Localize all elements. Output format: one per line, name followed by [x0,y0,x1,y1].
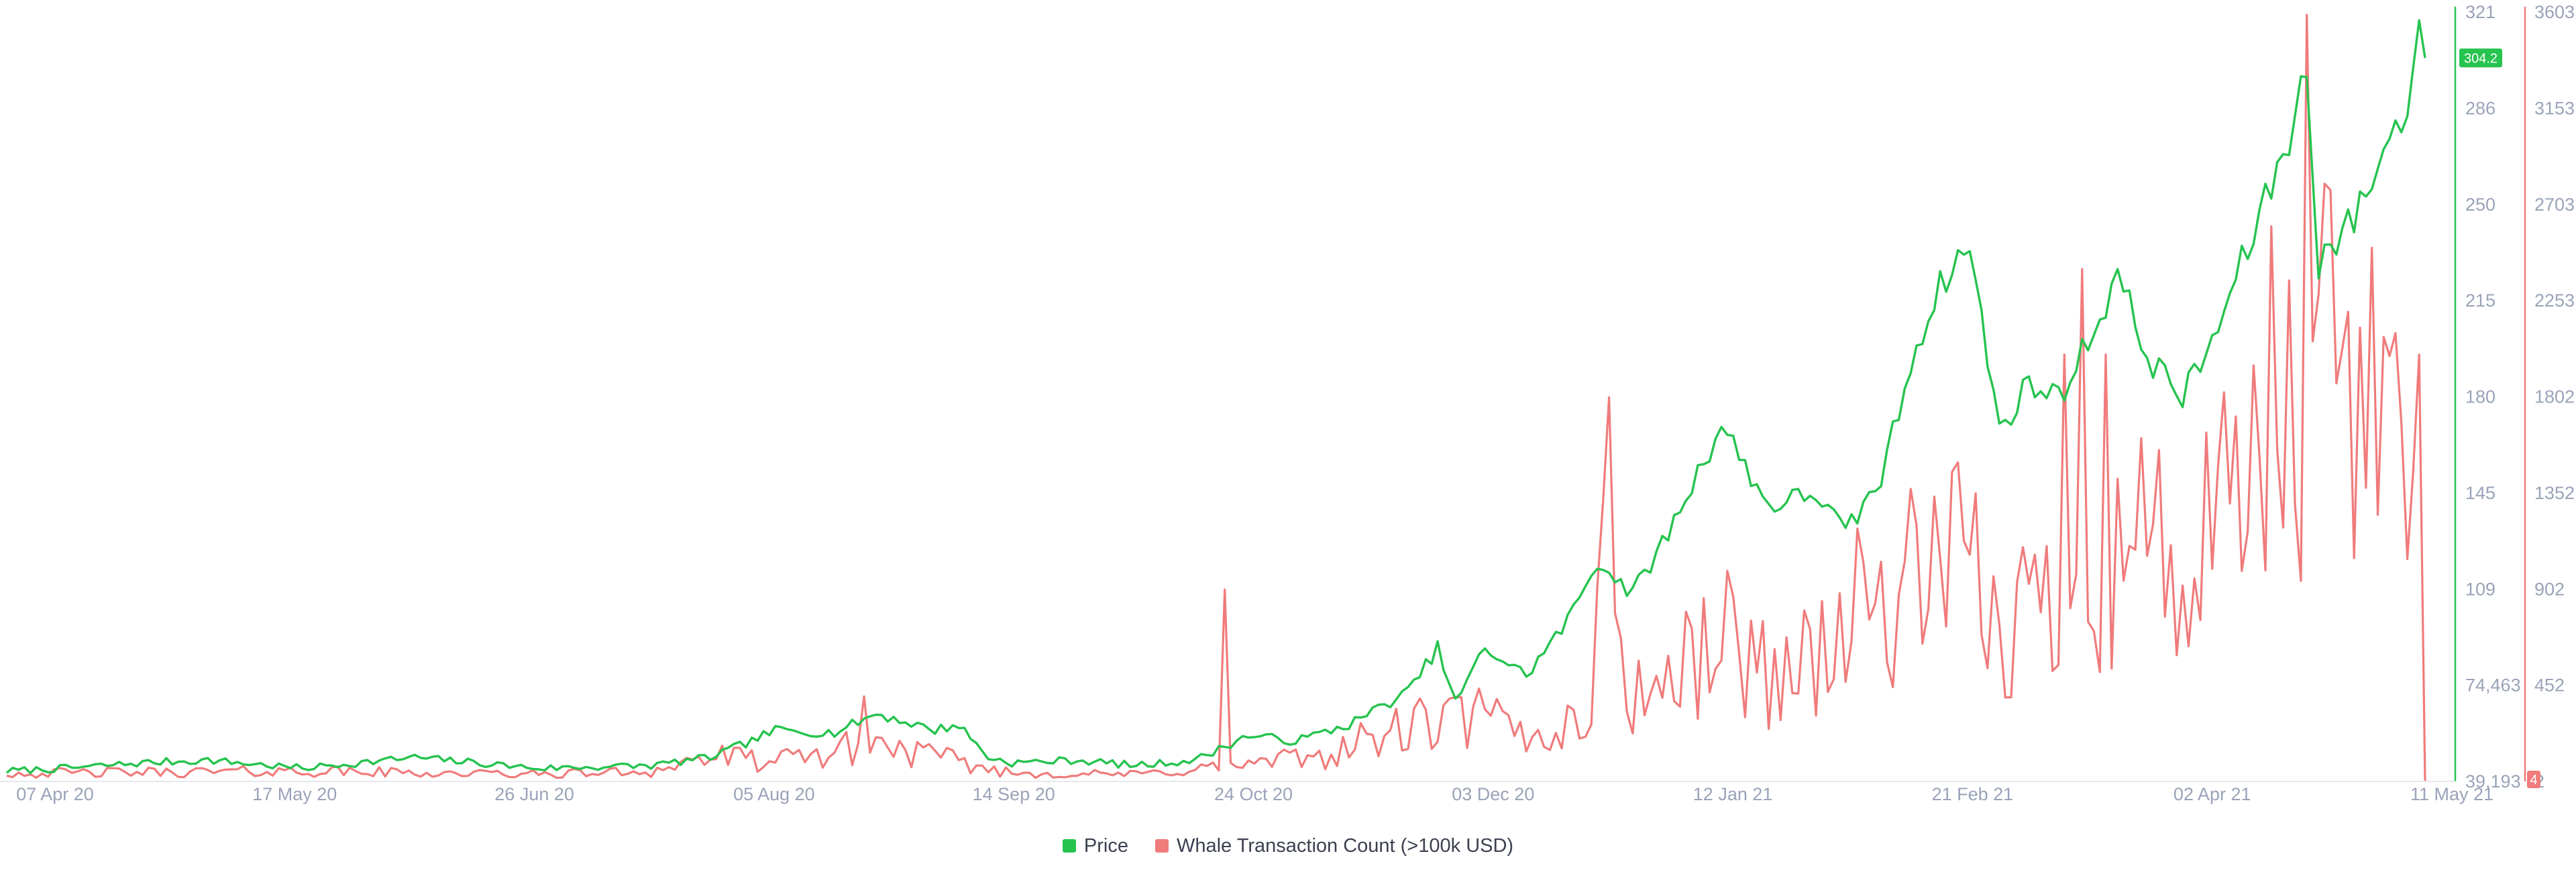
price-axis-tick-label: 321 [2465,2,2496,22]
whale-current-badge [2527,771,2540,788]
x-axis-tick-label: 05 Aug 20 [733,784,815,804]
whale-axis-tick-label: 902 [2534,579,2565,599]
legend-item-price[interactable]: Price [1062,834,1128,857]
legend-item-whale[interactable]: Whale Transaction Count (>100k USD) [1155,835,1513,857]
series-whale-line [6,13,2426,781]
price-axis-tick-label: 109 [2465,579,2496,599]
legend-swatch-price [1062,839,1076,853]
price-current-badge [2459,48,2502,68]
whale-axis-tick-label: 2253 [2534,290,2575,311]
price-axis-tick-label: 250 [2465,195,2496,215]
x-axis-tick-label: 02 Apr 21 [2174,784,2251,804]
price-axis-tick-label: 39,193 [2465,771,2521,792]
price-axis-tick-label: 74,463 [2465,675,2521,696]
whale-current-value: 4 [2530,773,2537,787]
x-axis-tick-label: 11 May 21 [2410,784,2493,804]
x-axis-tick-label: 21 Feb 21 [1932,784,2014,804]
whale-axis-tick-label: 452 [2534,675,2565,696]
whale-axis-tick-label: 1352 [2534,483,2575,503]
price-axis-tick-label: 145 [2465,483,2496,503]
x-axis-tick-label: 24 Oct 20 [1214,784,1293,804]
whale-axis-tick-label: 3603 [2534,2,2575,22]
price-axis-tick-label: 286 [2465,98,2496,118]
chart-marks: 39,19374,4631091451802152502863212452902… [0,2,2575,804]
x-axis-tick-label: 26 Jun 20 [494,784,574,804]
price-axis-tick-label: 180 [2465,387,2496,407]
x-axis-tick-label: 17 May 20 [252,784,337,804]
legend-label-price: Price [1083,834,1128,857]
series-price-line [5,19,2426,775]
legend: Price Whale Transaction Count (>100k USD… [0,829,2576,863]
x-axis-tick-label: 14 Sep 20 [973,784,1055,804]
x-axis-tick-label: 03 Dec 20 [1452,784,1534,804]
whale-axis-tick-label: 2703 [2534,195,2575,215]
legend-label-whale: Whale Transaction Count (>100k USD) [1176,834,1514,857]
price-current-value: 304.2 [2464,51,2498,66]
whale-axis-tick-label: 3153 [2534,98,2575,118]
whale-axis-tick-label: 1802 [2534,387,2575,407]
legend-swatch-whale [1155,839,1169,853]
x-axis-tick-label: 12 Jan 21 [1693,784,1773,804]
price-axis-tick-label: 215 [2465,290,2496,311]
chart-svg: 39,19374,4631091451802152502863212452902… [0,2,2575,804]
x-axis-tick-label: 07 Apr 20 [16,784,94,804]
